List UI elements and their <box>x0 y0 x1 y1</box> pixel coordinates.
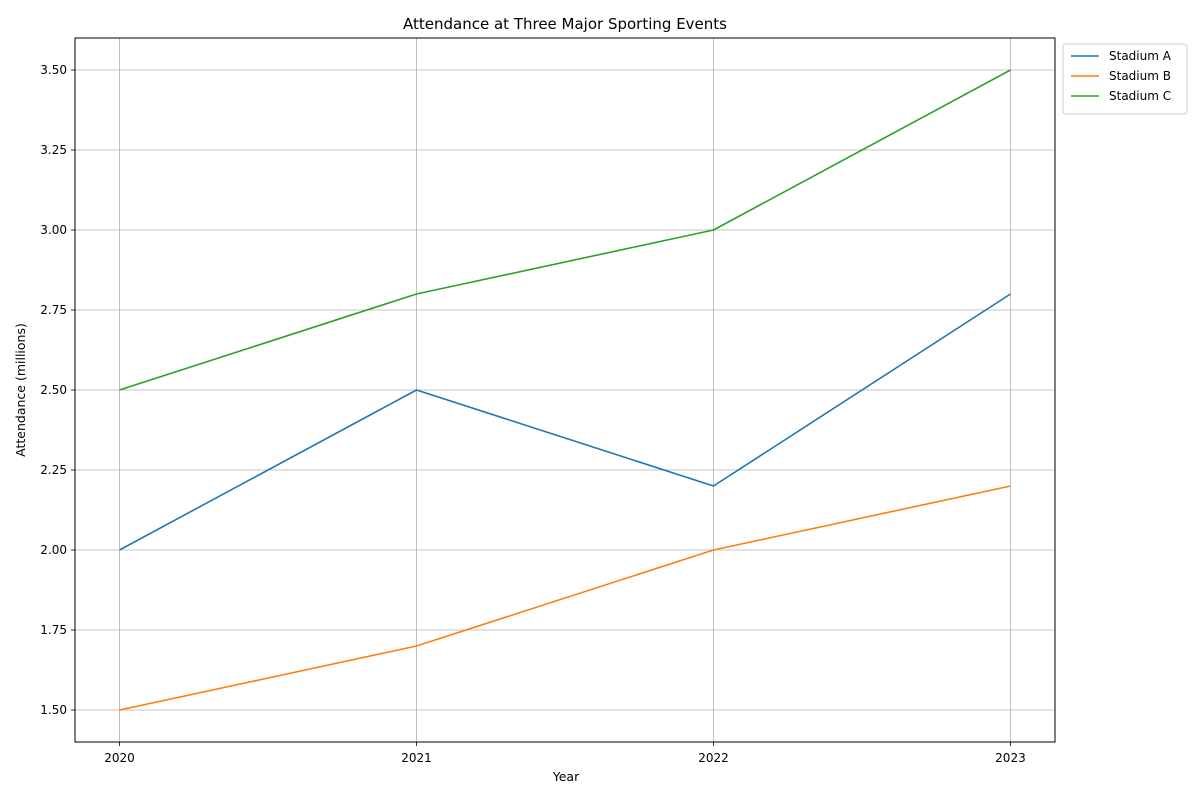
legend: Stadium A Stadium B Stadium C <box>1062 43 1188 115</box>
legend-label: Stadium B <box>1109 69 1171 83</box>
y-tick-label: 3.25 <box>40 143 67 157</box>
x-tick-label: 2020 <box>104 751 135 765</box>
y-tick-label: 2.00 <box>40 543 67 557</box>
series-line <box>119 293 1011 551</box>
x-tick-label: 2021 <box>401 751 432 765</box>
chart-title: Attendance at Three Major Sporting Event… <box>403 15 727 33</box>
grid-lines <box>75 38 1055 742</box>
y-axis-label: Attendance (millions) <box>13 323 28 457</box>
x-axis-label: Year <box>552 769 580 784</box>
x-tick-label: 2022 <box>698 751 729 765</box>
y-axis-ticks: 1.50 1.75 2.00 2.25 2.50 2.75 3.00 3.25 3.50 <box>40 63 75 717</box>
y-tick-label: 2.50 <box>40 383 67 397</box>
y-tick-label: 2.75 <box>40 303 67 317</box>
y-tick-label: 3.00 <box>40 223 67 237</box>
x-tick-label: 2023 <box>995 751 1026 765</box>
y-tick-label: 1.75 <box>40 623 67 637</box>
y-tick-label: 3.50 <box>40 63 67 77</box>
x-axis-ticks: 2020 2021 2022 2023 <box>104 742 1026 765</box>
series-line <box>119 69 1011 391</box>
series-line <box>119 485 1011 711</box>
legend-label: Stadium A <box>1109 49 1172 63</box>
y-tick-label: 1.50 <box>40 703 67 717</box>
legend-label: Stadium C <box>1109 89 1171 103</box>
y-tick-label: 2.25 <box>40 463 67 477</box>
series-lines <box>119 69 1011 711</box>
